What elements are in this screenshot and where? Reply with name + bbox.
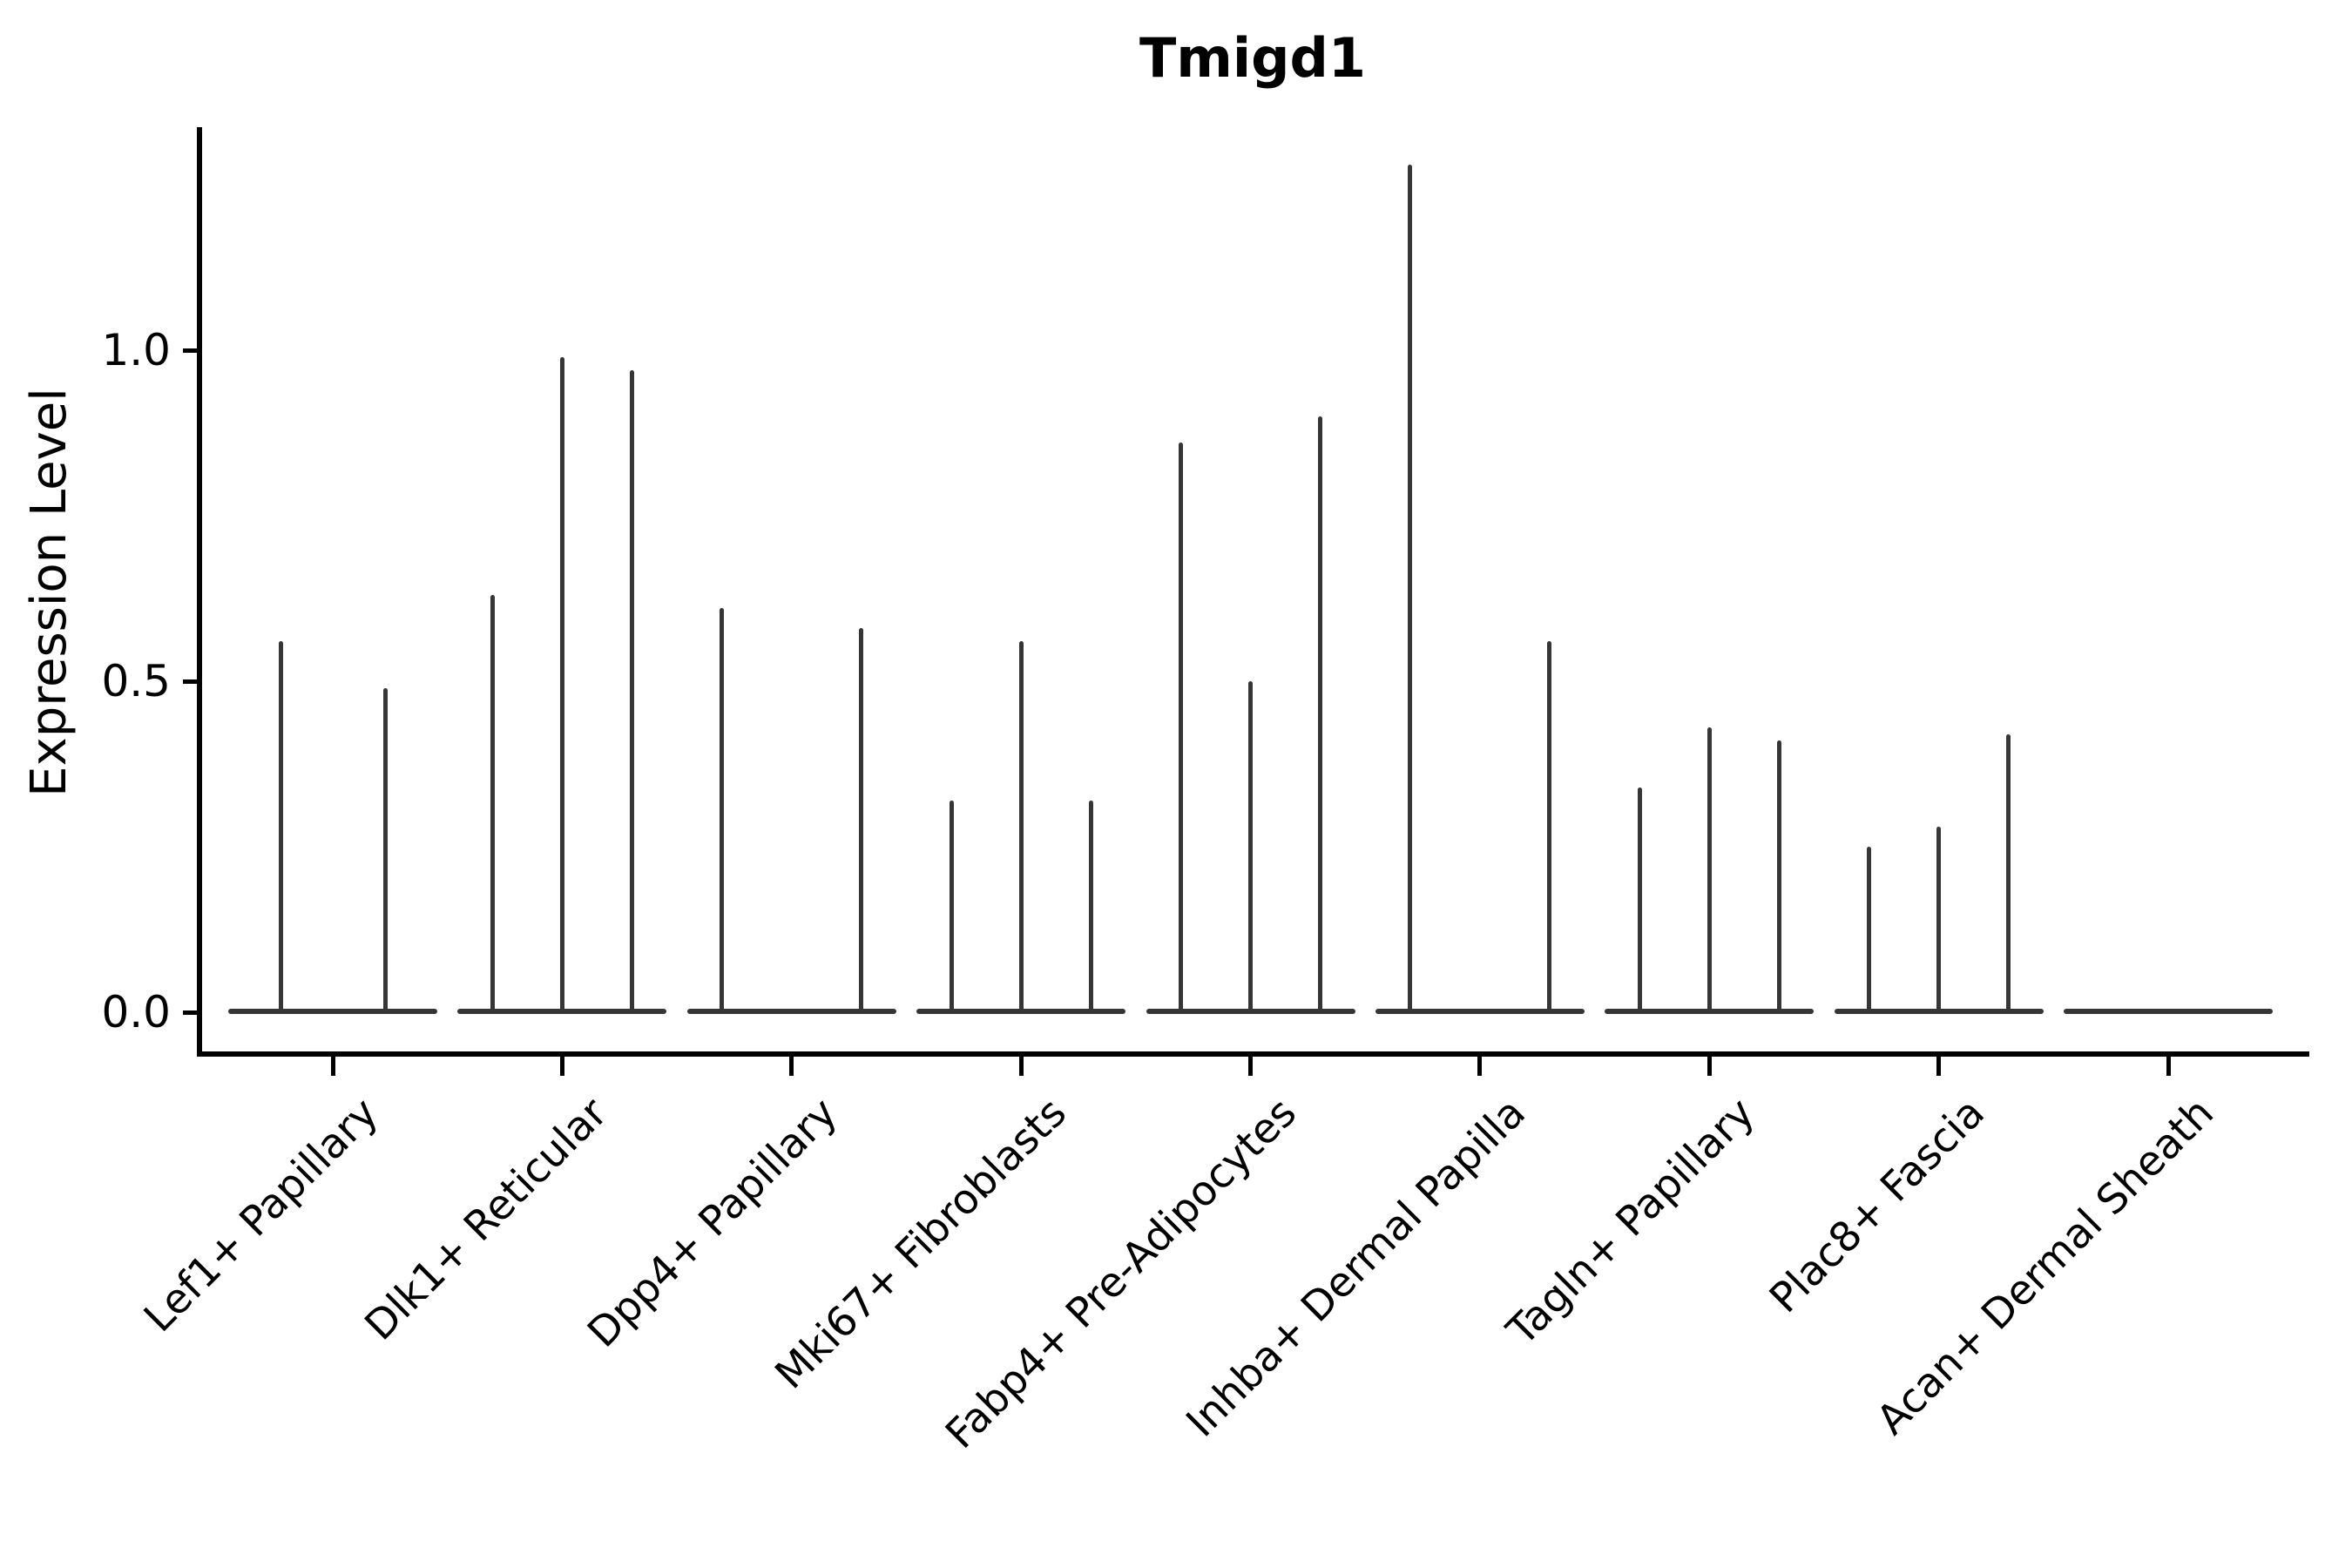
x-tick-mark xyxy=(789,1057,794,1076)
violin-tail xyxy=(720,608,725,1014)
y-axis-label: Expression Level xyxy=(21,388,78,797)
violin-baseline xyxy=(2064,1009,2273,1014)
violin-tail xyxy=(382,687,388,1014)
plot-title: Tmigd1 xyxy=(1139,26,1367,90)
violin-tail xyxy=(1936,827,1942,1014)
violin-tail xyxy=(1637,787,1642,1014)
violin-tail xyxy=(278,641,283,1014)
violin-tail xyxy=(859,628,864,1014)
x-tick-mark xyxy=(2166,1057,2171,1076)
x-tick-mark xyxy=(1248,1057,1253,1076)
violin-tail xyxy=(1776,740,1781,1014)
violin-tail xyxy=(559,356,564,1014)
y-tick-mark xyxy=(183,679,197,684)
x-tick-mark xyxy=(559,1057,564,1076)
y-tick-label: 1.0 xyxy=(101,325,171,375)
violin-tail xyxy=(1179,443,1183,1014)
y-tick-mark xyxy=(183,348,197,353)
violin-tail xyxy=(1018,641,1024,1014)
x-tick-mark xyxy=(1707,1057,1712,1076)
x-tick-mark xyxy=(1936,1057,1942,1076)
violin-tail xyxy=(1248,681,1253,1014)
y-tick-label: 0.5 xyxy=(101,656,171,706)
violin-tail xyxy=(1088,800,1093,1014)
violin-tail xyxy=(2006,733,2011,1014)
violin-tail xyxy=(1547,641,1552,1014)
violin-tail xyxy=(1707,727,1712,1014)
violin-baseline xyxy=(1375,1009,1585,1014)
y-tick-mark xyxy=(183,1010,197,1015)
y-tick-label: 0.0 xyxy=(101,987,171,1037)
x-tick-mark xyxy=(1477,1057,1483,1076)
x-tick-mark xyxy=(1018,1057,1024,1076)
violin-tail xyxy=(1318,416,1322,1014)
violin-tail xyxy=(1867,847,1872,1014)
violin-tail xyxy=(949,800,954,1014)
violin-baseline xyxy=(228,1009,437,1014)
violin-baseline xyxy=(686,1009,896,1014)
violin-tail xyxy=(490,595,495,1014)
x-tick-mark xyxy=(330,1057,335,1076)
violin-tail xyxy=(1408,165,1413,1014)
x-axis-line xyxy=(197,1051,2309,1057)
y-axis-line xyxy=(197,127,202,1057)
violin-tail xyxy=(629,369,634,1014)
